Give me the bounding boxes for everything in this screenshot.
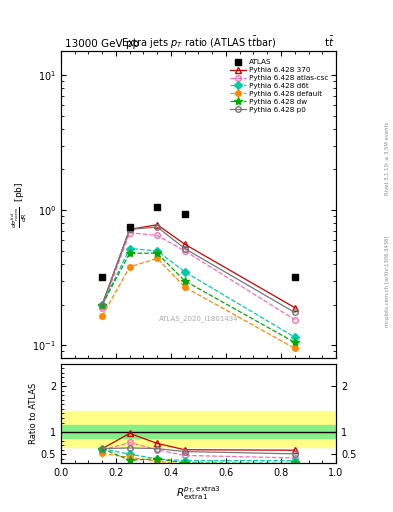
Pythia 6.428 atlas-csc — [127, 230, 132, 236]
ATLAS — [155, 204, 160, 210]
Line: Pythia 6.428 d6t: Pythia 6.428 d6t — [99, 246, 298, 340]
Pythia 6.428 atlas-csc — [182, 248, 187, 254]
ATLAS — [182, 211, 187, 218]
Pythia 6.428 370 — [100, 302, 105, 308]
Pythia 6.428 dw — [155, 250, 160, 257]
Pythia 6.428 default — [155, 255, 160, 262]
Pythia 6.428 p0 — [127, 226, 132, 232]
Pythia 6.428 dw — [182, 278, 187, 284]
Pythia 6.428 dw — [292, 339, 297, 346]
Pythia 6.428 370 — [127, 226, 132, 232]
Text: 13000 GeV pp: 13000 GeV pp — [65, 38, 139, 49]
Text: t$\bar{t}$: t$\bar{t}$ — [323, 34, 334, 49]
Bar — [61, 411, 336, 446]
Pythia 6.428 default — [127, 264, 132, 270]
Line: Pythia 6.428 dw: Pythia 6.428 dw — [98, 249, 299, 347]
Line: ATLAS: ATLAS — [99, 204, 298, 281]
Pythia 6.428 d6t — [155, 248, 160, 254]
Pythia 6.428 atlas-csc — [100, 305, 105, 311]
Pythia 6.428 default — [100, 313, 105, 319]
Line: Pythia 6.428 p0: Pythia 6.428 p0 — [99, 224, 298, 315]
Text: ATLAS_2020_I1801434: ATLAS_2020_I1801434 — [159, 315, 238, 322]
Text: Rivet 3.1.10, ≥ 3.5M events: Rivet 3.1.10, ≥ 3.5M events — [385, 122, 389, 196]
Pythia 6.428 p0 — [292, 309, 297, 315]
Line: Pythia 6.428 default: Pythia 6.428 default — [99, 255, 298, 351]
Pythia 6.428 p0 — [155, 224, 160, 230]
Pythia 6.428 p0 — [182, 245, 187, 251]
Pythia 6.428 d6t — [127, 245, 132, 251]
Pythia 6.428 default — [182, 284, 187, 290]
Pythia 6.428 default — [292, 345, 297, 351]
Pythia 6.428 dw — [127, 250, 132, 257]
Pythia 6.428 d6t — [100, 302, 105, 308]
Pythia 6.428 dw — [100, 302, 105, 308]
Pythia 6.428 370 — [292, 305, 297, 311]
Title: Extra jets $p_T$ ratio (ATLAS t$\bar{t}$bar): Extra jets $p_T$ ratio (ATLAS t$\bar{t}$… — [121, 35, 276, 51]
Line: Pythia 6.428 atlas-csc: Pythia 6.428 atlas-csc — [99, 230, 298, 323]
Pythia 6.428 d6t — [292, 334, 297, 340]
Bar — [61, 425, 336, 438]
ATLAS — [292, 274, 297, 280]
ATLAS — [100, 274, 105, 280]
Text: mcplots.cern.ch [arXiv:1306.3436]: mcplots.cern.ch [arXiv:1306.3436] — [385, 236, 389, 327]
ATLAS — [127, 224, 132, 230]
Y-axis label: Ratio to ATLAS: Ratio to ATLAS — [29, 383, 38, 444]
Pythia 6.428 370 — [182, 241, 187, 247]
Line: Pythia 6.428 370: Pythia 6.428 370 — [99, 222, 298, 310]
Pythia 6.428 atlas-csc — [155, 232, 160, 239]
Pythia 6.428 370 — [155, 222, 160, 228]
X-axis label: $R_{\rm extra1}^{p_T,{\rm extra3}}$: $R_{\rm extra1}^{p_T,{\rm extra3}}$ — [176, 484, 221, 502]
Pythia 6.428 d6t — [182, 269, 187, 275]
Pythia 6.428 p0 — [100, 302, 105, 308]
Legend: ATLAS, Pythia 6.428 370, Pythia 6.428 atlas-csc, Pythia 6.428 d6t, Pythia 6.428 : ATLAS, Pythia 6.428 370, Pythia 6.428 at… — [229, 58, 330, 114]
Y-axis label: $\frac{d\sigma^{\rm fid}_{\rm norm}}{dR}$  [pb]: $\frac{d\sigma^{\rm fid}_{\rm norm}}{dR}… — [10, 182, 29, 228]
Pythia 6.428 atlas-csc — [292, 316, 297, 323]
